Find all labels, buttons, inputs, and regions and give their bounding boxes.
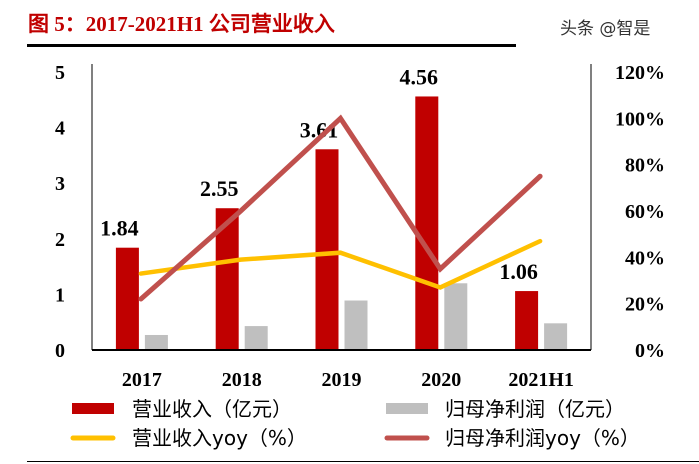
right-tick-label: 100% <box>615 108 665 130</box>
left-tick-label: 2 <box>55 229 65 251</box>
left-tick-label: 0 <box>55 340 65 362</box>
legend-swatch <box>386 403 428 414</box>
x-tick-label: 2021H1 <box>508 369 574 391</box>
right-tick-label: 20% <box>625 294 665 316</box>
bar-net-profit <box>344 300 368 350</box>
bar-revenue <box>515 291 539 350</box>
legend-label: 营业收入yoy（%） <box>132 426 307 450</box>
bar-net-profit <box>244 326 268 350</box>
title-rule <box>27 44 516 47</box>
left-tick-label: 4 <box>55 118 65 140</box>
data-label: 1.84 <box>100 216 139 241</box>
bar-revenue <box>415 96 439 351</box>
chart-title: 图 5：2017-2021H1 公司营业收入 <box>28 12 335 36</box>
right-tick-label: 60% <box>625 201 665 223</box>
data-label: 2.55 <box>200 176 239 201</box>
x-tick-label: 2017 <box>122 369 162 391</box>
right-tick-label: 80% <box>625 155 665 177</box>
x-tick-label: 2019 <box>322 369 362 391</box>
bar-net-profit <box>544 323 568 350</box>
left-tick-label: 3 <box>55 173 65 195</box>
bottom-rule <box>27 461 699 462</box>
bar-revenue <box>315 149 339 350</box>
right-tick-label: 40% <box>625 247 665 269</box>
legend-swatch <box>72 403 114 414</box>
bar-revenue <box>215 208 239 350</box>
legend-label: 营业收入（亿元） <box>132 397 292 421</box>
bar-net-profit <box>144 334 168 350</box>
x-tick-label: 2018 <box>222 369 262 391</box>
x-tick-label: 2020 <box>421 369 461 391</box>
bar-net-profit <box>444 283 468 350</box>
right-tick-label: 120% <box>615 62 665 84</box>
left-tick-label: 5 <box>55 62 65 84</box>
data-label: 1.06 <box>499 259 538 284</box>
watermark: 头条 @智是 <box>560 19 651 39</box>
revenue-yoy-line <box>138 238 543 290</box>
data-label: 4.56 <box>400 64 439 89</box>
bar-revenue <box>115 247 139 350</box>
net-profit-yoy-line <box>138 114 543 302</box>
left-tick-label: 1 <box>55 284 65 306</box>
legend-label: 归母净利润yoy（%） <box>445 426 640 450</box>
legend-label: 归母净利润（亿元） <box>445 397 625 421</box>
right-tick-label: 0% <box>635 340 665 362</box>
